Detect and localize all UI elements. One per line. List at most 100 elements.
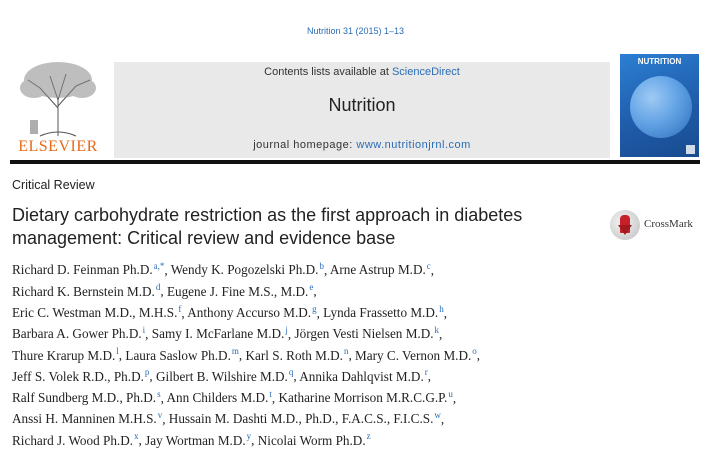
affiliation-mark[interactable]: f	[178, 303, 182, 314]
affiliation-mark[interactable]: w	[434, 410, 441, 421]
affiliation-mark[interactable]: m	[231, 346, 239, 357]
affiliation-mark[interactable]: y	[246, 431, 252, 442]
affiliation-mark[interactable]: c	[426, 261, 431, 271]
author: Eugene J. Fine M.S., M.D.e	[166, 282, 314, 299]
author-name: Wendy K. Pogozelski Ph.D.	[170, 262, 319, 278]
article-category: Critical Review	[12, 178, 95, 192]
author: Laura Saslow Ph.D.m	[125, 346, 239, 363]
author: Jörgen Vesti Nielsen M.D.k	[294, 324, 440, 342]
affiliation-mark[interactable]: d	[155, 282, 161, 293]
affiliation-mark[interactable]: u	[448, 388, 453, 399]
journal-citation[interactable]: Nutrition 31 (2015) 1–13	[306, 26, 405, 36]
author-name: Jörgen Vesti Nielsen M.D.	[294, 326, 434, 342]
author-name: Richard D. Feinman Ph.D.	[12, 262, 153, 278]
author-name: Anssi H. Manninen M.H.S.	[12, 411, 157, 427]
author: Ralf Sundberg M.D., Ph.D.s	[12, 388, 161, 406]
affiliation-mark[interactable]: z	[366, 431, 371, 442]
author-name: Eric C. Westman M.D., M.H.S.	[12, 304, 178, 320]
author-line: Richard K. Bernstein M.D.d, Eugene J. Fi…	[12, 282, 317, 299]
author: Lynda Frassetto M.D.h	[323, 303, 444, 320]
author-name: Laura Saslow Ph.D.	[125, 347, 231, 363]
author-name: Jay Wortman M.D.	[145, 432, 246, 448]
affiliation-mark[interactable]: h	[439, 303, 444, 314]
crossmark-label: CrossMark	[644, 218, 693, 230]
author-name: Anthony Accurso M.D.	[187, 304, 312, 320]
affiliation-mark[interactable]: a,*	[153, 261, 165, 271]
contents-prefix: Contents lists available at	[264, 66, 392, 78]
author-name: Ralf Sundberg M.D., Ph.D.	[12, 390, 157, 406]
author-name: Thure Krarup M.D.	[12, 347, 116, 363]
affiliation-mark[interactable]: j	[285, 324, 288, 335]
journal-cover[interactable]: NUTRITION	[620, 54, 699, 157]
header-divider	[10, 160, 700, 164]
author: Richard J. Wood Ph.D.x	[12, 431, 139, 447]
author-name: Arne Astrup M.D.	[329, 262, 426, 278]
author-name: Barbara A. Gower Ph.D.	[12, 326, 142, 342]
journal-name: Nutrition	[328, 95, 396, 115]
author-name: Hussain M. Dashti M.D., Ph.D., F.A.C.S.,…	[168, 411, 434, 427]
author: Eric C. Westman M.D., M.H.S.f	[12, 303, 182, 320]
contents-line: Contents lists available at ScienceDirec…	[114, 66, 610, 78]
journal-banner: Contents lists available at ScienceDirec…	[114, 62, 610, 158]
author: Katharine Morrison M.R.C.G.P.u	[278, 388, 453, 406]
author-name: Samy I. McFarlane M.D.	[151, 326, 285, 342]
affiliation-mark[interactable]: t	[269, 388, 272, 399]
author: Anssi H. Manninen M.H.S.v	[12, 410, 163, 427]
affiliation-mark[interactable]: l	[116, 346, 119, 357]
affiliation-mark[interactable]: n	[343, 346, 349, 357]
author: Thure Krarup M.D.l	[12, 346, 119, 363]
sciencedirect-link[interactable]: ScienceDirect	[391, 66, 460, 78]
crossmark-icon	[610, 210, 640, 240]
affiliation-mark[interactable]: p	[144, 367, 150, 378]
author-name: Karl S. Roth M.D.	[245, 347, 343, 363]
author-name: Nicolai Worm Ph.D.	[257, 432, 366, 448]
author-line: Jeff S. Volek R.D., Ph.D.p, Gilbert B. W…	[12, 367, 432, 384]
homepage-link[interactable]: www.nutritionjrnl.com	[356, 139, 471, 151]
affiliation-mark[interactable]: x	[134, 431, 139, 442]
author-line: Thure Krarup M.D.l, Laura Saslow Ph.D.m,…	[12, 346, 481, 363]
author: Barbara A. Gower Ph.D.i	[12, 324, 146, 342]
author: Richard K. Bernstein M.D.d	[12, 282, 161, 299]
affiliation-mark[interactable]: e	[309, 282, 314, 293]
author: Jeff S. Volek R.D., Ph.D.p	[12, 367, 150, 384]
affiliation-mark[interactable]: k	[434, 324, 440, 335]
author-line: Eric C. Westman M.D., M.H.S.f, Anthony A…	[12, 303, 447, 320]
globe-icon	[630, 76, 692, 138]
affiliation-mark[interactable]: i	[142, 324, 146, 335]
cover-title: NUTRITION	[637, 57, 682, 66]
crossmark-badge[interactable]: CrossMark	[610, 210, 710, 244]
author-name: Jeff S. Volek R.D., Ph.D.	[12, 368, 144, 384]
author-name: Richard K. Bernstein M.D.	[12, 283, 155, 299]
author-name: Katharine Morrison M.R.C.G.P.	[278, 390, 448, 406]
affiliation-mark[interactable]: g	[312, 303, 317, 314]
author: Ann Childers M.D.t	[166, 388, 272, 406]
author: Richard D. Feinman Ph.D.a,*	[12, 261, 165, 278]
tree-icon	[20, 62, 96, 137]
author: Mary C. Vernon M.D.o	[355, 346, 477, 363]
author: Jay Wortman M.D.y	[145, 431, 252, 448]
author-line: Barbara A. Gower Ph.D.i, Samy I. McFarla…	[12, 324, 443, 342]
author-name: Eugene J. Fine M.S., M.D.	[166, 283, 309, 299]
affiliation-mark[interactable]: s	[157, 388, 161, 399]
author: Nicolai Worm Ph.D.z	[257, 431, 371, 448]
author: Samy I. McFarlane M.D.j	[151, 324, 288, 342]
author-line: Anssi H. Manninen M.H.S.v, Hussain M. Da…	[12, 410, 445, 427]
homepage-line: journal homepage: www.nutritionjrnl.com	[114, 139, 610, 151]
homepage-prefix: journal homepage:	[253, 139, 357, 151]
author-name: Lynda Frassetto M.D.	[323, 304, 439, 320]
author: Annika Dahlqvist M.D.r	[299, 367, 428, 384]
author-name: Ann Childers M.D.	[166, 390, 269, 406]
author: Anthony Accurso M.D.g	[187, 303, 317, 320]
affiliation-mark[interactable]: v	[157, 410, 163, 421]
title-line: Dietary carbohydrate restriction as the …	[12, 205, 523, 225]
affiliation-mark[interactable]: o	[472, 346, 477, 357]
title-line: management: Critical review and evidence…	[12, 228, 396, 248]
affiliation-mark[interactable]: b	[319, 261, 324, 271]
author-line: Richard D. Feinman Ph.D.a,*, Wendy K. Po…	[12, 261, 435, 278]
author-name: Annika Dahlqvist M.D.	[299, 368, 424, 384]
affiliation-mark[interactable]: q	[288, 367, 294, 378]
author: Gilbert B. Wilshire M.D.q	[156, 367, 294, 383]
publisher-logo: ELSEVIER	[10, 58, 106, 160]
author-name: Mary C. Vernon M.D.	[355, 347, 472, 363]
affiliation-mark[interactable]: r	[424, 367, 428, 378]
